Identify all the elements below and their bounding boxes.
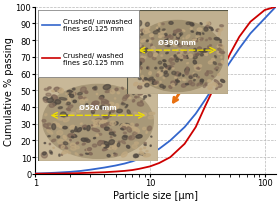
X-axis label: Particle size [μm]: Particle size [μm] xyxy=(113,190,198,200)
Y-axis label: Cumulative % passing: Cumulative % passing xyxy=(4,37,14,145)
